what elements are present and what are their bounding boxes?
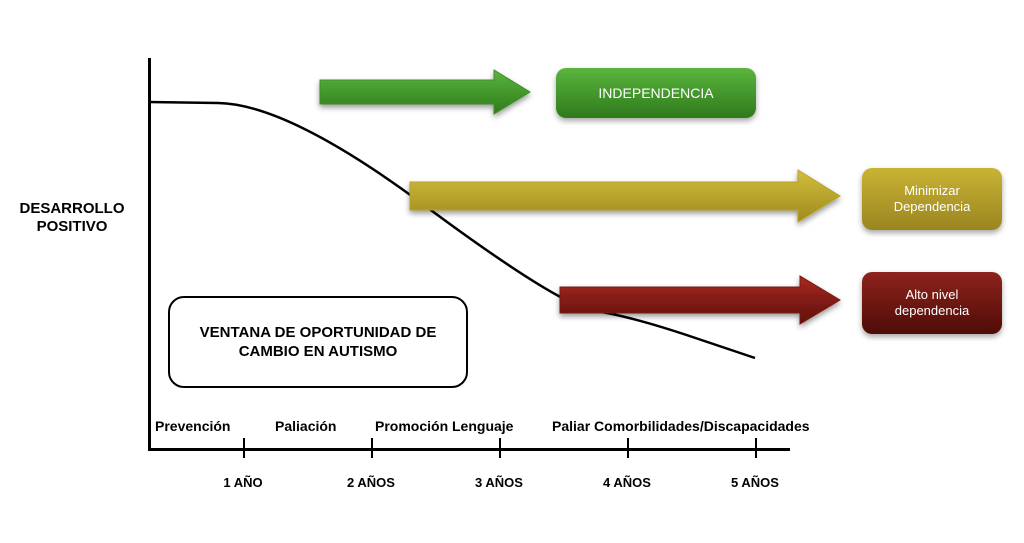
box-red: Alto niveldependencia [862, 272, 1002, 334]
x-tick [371, 438, 373, 458]
x-tick-label: 3 AÑOS [475, 475, 523, 490]
x-tick [627, 438, 629, 458]
x-tick-label: 2 AÑOS [347, 475, 395, 490]
x-tick [755, 438, 757, 458]
y-axis-label-line2: POSITIVO [37, 218, 108, 235]
y-axis-line [148, 58, 151, 448]
y-axis-label: DESARROLLO POSITIVO [12, 200, 132, 236]
arrow-yellow [410, 170, 840, 222]
phase-label: Prevención [155, 418, 230, 434]
phase-label: Paliar Comorbilidades/Discapacidades [552, 418, 810, 434]
phase-label: Paliación [275, 418, 336, 434]
box-green: INDEPENDENCIA [556, 68, 756, 118]
x-tick-label: 5 AÑOS [731, 475, 779, 490]
outcome-line1: Alto nivel [906, 287, 959, 302]
arrow-green [320, 70, 530, 114]
callout-line1: VENTANA DE OPORTUNIDAD DE [200, 324, 437, 341]
diagram-canvas: DESARROLLO POSITIVO 1 AÑO 2 AÑOS 3 AÑOS 4 A… [0, 0, 1024, 543]
outcome-line2: Dependencia [894, 199, 971, 214]
x-tick-label: 4 AÑOS [603, 475, 651, 490]
callout-line2: CAMBIO EN AUTISMO [239, 343, 398, 360]
opportunity-callout: VENTANA DE OPORTUNIDAD DE CAMBIO EN AUTI… [168, 296, 468, 388]
outcome-line2: dependencia [895, 303, 969, 318]
x-tick [499, 438, 501, 458]
box-yellow: MinimizarDependencia [862, 168, 1002, 230]
y-axis-label-line1: DESARROLLO [20, 200, 125, 217]
outcome-line1: Minimizar [904, 183, 960, 198]
arrow-red [560, 276, 840, 324]
x-tick [243, 438, 245, 458]
x-tick-label: 1 AÑO [223, 475, 262, 490]
phase-label: Promoción Lenguaje [375, 418, 513, 434]
